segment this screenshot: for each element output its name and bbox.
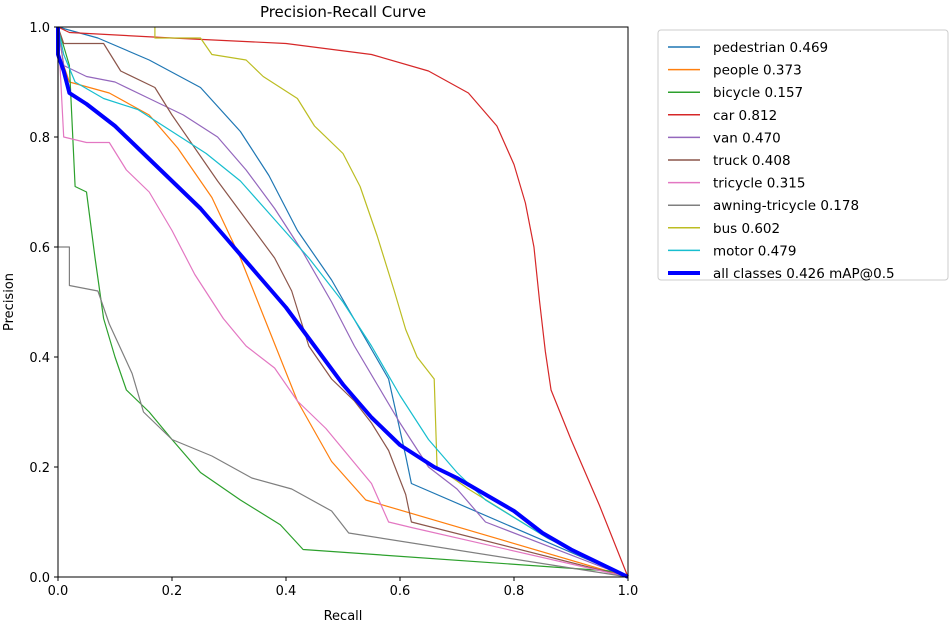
series-line-5 [57,26,629,578]
series-line-2 [57,26,629,578]
y-tick-label: 0.8 [29,131,50,146]
legend-frame [657,29,949,281]
x-tick-label: 0.6 [390,584,411,599]
legend-entry-8: bus 0.602 [713,221,780,237]
legend-entry-1: people 0.373 [713,63,802,79]
legend-entry-7: awning-tricycle 0.178 [713,198,859,214]
y-tick-label: 0.4 [29,351,50,366]
series-line-1 [57,26,629,578]
y-axis-label: Precision [2,273,17,331]
chart-title: Precision-Recall Curve [260,3,426,21]
legend-entry-6: tricycle 0.315 [713,176,805,192]
legend: pedestrian 0.469 people 0.373 bicycle 0.15… [657,29,949,282]
plot-frame [57,26,629,578]
series-line-0 [57,26,629,578]
series-line-10 [56,27,629,579]
y-tick-label: 0.0 [29,571,50,586]
series-line-7 [57,27,629,578]
x-axis-ticks: 0.0 0.2 0.4 0.6 0.8 1.0 [48,577,639,599]
x-tick-label: 1.0 [618,584,639,599]
legend-entry-5: truck 0.408 [713,153,791,169]
legend-entry-2: bicycle 0.157 [713,85,803,101]
x-tick-label: 0.4 [276,584,297,599]
series-line-3 [57,26,629,578]
series-line-4 [57,26,629,578]
series-line-8 [154,27,629,578]
y-axis-ticks: 0.0 0.2 0.4 0.6 0.8 1.0 [29,21,58,586]
y-tick-label: 0.2 [29,461,50,476]
legend-entry-0: pedestrian 0.469 [713,40,828,56]
series-line-6 [57,26,629,578]
series-line-9 [57,26,629,578]
x-tick-label: 0.8 [504,584,525,599]
plot-area [56,26,629,579]
x-tick-label: 0.0 [48,584,69,599]
x-tick-label: 0.2 [162,584,183,599]
y-tick-label: 0.6 [29,241,50,256]
legend-entry-9: motor 0.479 [713,243,796,259]
legend-entry-4: van 0.470 [713,130,781,146]
y-tick-label: 1.0 [29,21,50,36]
legend-entry-10: all classes 0.426 mAP@0.5 [713,266,895,282]
legend-entry-3: car 0.812 [713,108,777,124]
x-axis-label: Recall [324,609,363,624]
